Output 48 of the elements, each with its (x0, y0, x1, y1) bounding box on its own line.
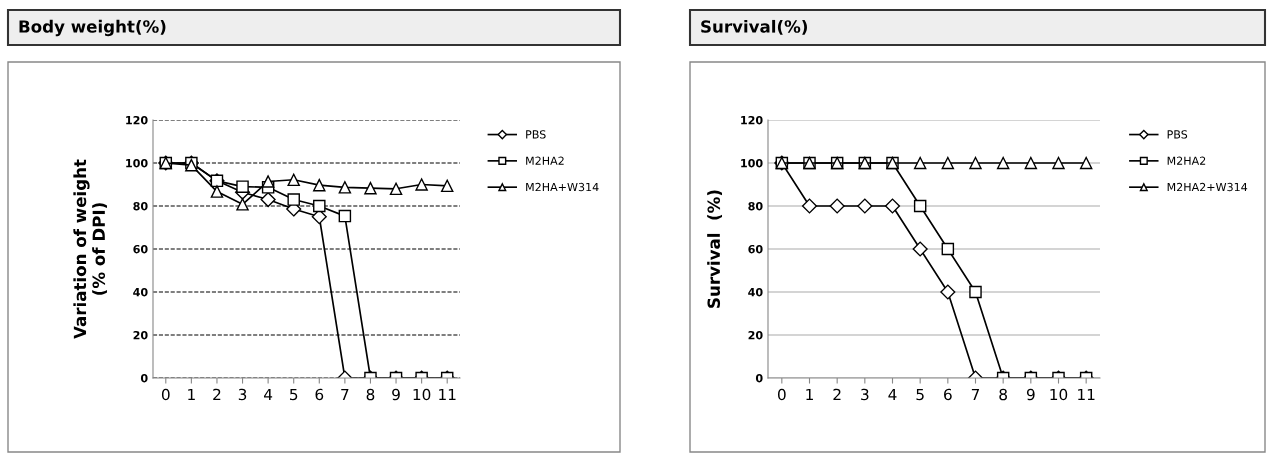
legend-label: M2HA2+W314 (1167, 182, 1248, 192)
legend-label: M2HA2 (526, 156, 564, 165)
x-tick-label: 1 (188, 388, 195, 401)
x-tick-label: 4 (264, 388, 273, 401)
y-tick-label: 100 (741, 158, 763, 168)
chart-title: Survival(%) (701, 19, 807, 35)
x-tick-label: 11 (439, 388, 456, 401)
y-tick-label: 80 (748, 201, 763, 211)
y-tick-label: 40 (133, 287, 148, 297)
y-tick-label: 60 (133, 244, 148, 254)
x-tick-label: 2 (213, 388, 221, 401)
x-tick-label: 5 (290, 388, 298, 401)
chart-title: Body weight(%) (19, 19, 166, 37)
legend-label: PBS (526, 130, 546, 139)
x-tick-label: 2 (833, 388, 841, 401)
legend-label: PBS (1167, 130, 1188, 139)
y-tick-label: 40 (748, 287, 763, 297)
y-tick-label: 80 (133, 201, 148, 211)
x-tick-label: 0 (161, 388, 170, 401)
x-tick-label: 0 (777, 388, 786, 401)
x-tick-label: 6 (315, 388, 324, 401)
x-tick-label: 7 (971, 388, 980, 401)
y-tick-label: 20 (133, 330, 148, 340)
y-tick-label: 120 (126, 115, 148, 125)
y-tick-label: 0 (140, 373, 148, 383)
x-tick-label: 4 (888, 388, 897, 401)
x-tick-label: 3 (238, 388, 247, 401)
x-tick-label: 8 (999, 388, 1007, 401)
x-tick-label: 9 (392, 388, 400, 401)
y-tick-label: 20 (748, 330, 763, 340)
y-tick-label: 100 (126, 158, 148, 168)
legend-label: M2HA+W314 (526, 182, 599, 192)
y-axis-title: Variation of weight (% of DPI) (73, 159, 108, 339)
x-tick-label: 3 (861, 388, 869, 401)
legend-label: M2HA2 (1167, 156, 1206, 165)
x-tick-label: 10 (413, 388, 431, 401)
y-tick-label: 120 (741, 115, 763, 125)
x-tick-label: 7 (341, 388, 349, 401)
x-tick-label: 11 (1078, 388, 1095, 401)
x-tick-label: 1 (806, 388, 813, 401)
x-tick-label: 9 (1026, 388, 1035, 401)
x-tick-label: 6 (944, 388, 952, 401)
y-tick-label: 60 (748, 244, 763, 254)
x-tick-label: 8 (366, 388, 375, 401)
x-tick-label: 5 (916, 388, 924, 401)
y-tick-label: 0 (755, 373, 763, 383)
x-tick-label: 10 (1050, 388, 1068, 401)
y-axis-title: Survival (%) (707, 190, 723, 308)
